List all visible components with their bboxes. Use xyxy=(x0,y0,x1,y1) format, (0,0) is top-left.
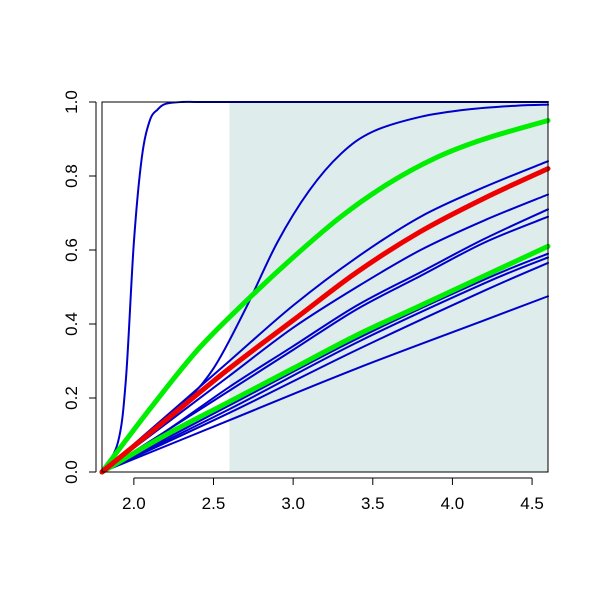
series-line-13 xyxy=(99,166,551,475)
series-line-4 xyxy=(101,193,549,473)
series-layer xyxy=(99,100,551,475)
shaded-region xyxy=(229,102,548,472)
y-tick-label: 0.2 xyxy=(62,386,81,410)
x-tick-label: 4.5 xyxy=(520,494,544,513)
plot-frame xyxy=(101,101,549,473)
x-tick-label: 2.0 xyxy=(122,494,146,513)
series-line-9 xyxy=(101,261,549,473)
series-line-6 xyxy=(101,215,549,473)
x-tick-label: 2.5 xyxy=(202,494,226,513)
x-axis: 2.0 2.5 3.0 3.5 4.0 4.5 xyxy=(122,477,544,513)
series-line-11 xyxy=(99,118,551,475)
series-line-10 xyxy=(101,295,549,473)
y-tick-label: 0.6 xyxy=(62,238,81,262)
y-tick-label: 1.0 xyxy=(62,90,81,114)
series-line-8 xyxy=(101,256,549,473)
x-tick-label: 4.0 xyxy=(441,494,465,513)
y-tick-label: 0.8 xyxy=(62,164,81,188)
series-line-3 xyxy=(101,160,549,473)
x-tick-label: 3.5 xyxy=(361,494,385,513)
y-tick-label: 0.4 xyxy=(62,312,81,336)
y-tick-label: 0.0 xyxy=(62,460,81,484)
series-line-12 xyxy=(99,243,551,475)
y-axis: 0.0 0.2 0.4 0.6 0.8 1.0 xyxy=(62,90,97,484)
series-line-7 xyxy=(101,252,549,473)
x-tick-label: 3.0 xyxy=(281,494,305,513)
